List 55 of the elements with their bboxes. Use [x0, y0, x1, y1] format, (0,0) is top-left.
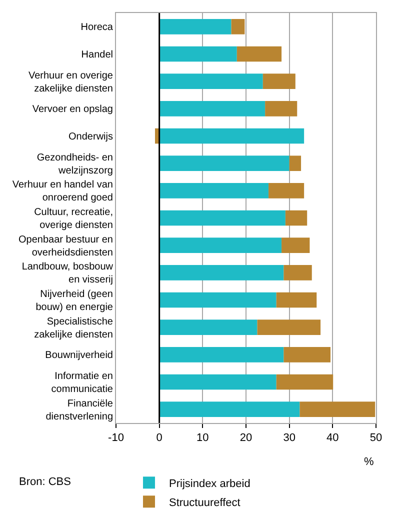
bar [268, 183, 304, 198]
bar [159, 46, 237, 62]
y-tick-label: Nijverheid (geen bouw) en energie [36, 289, 114, 313]
bar [159, 156, 290, 171]
y-tick-label: Gezondheids- en welzijnszorg [36, 152, 113, 176]
y-tick-label: Handel [81, 50, 113, 60]
bar [159, 128, 304, 144]
y-tick-label: Vervoer en opslag [32, 104, 113, 116]
bar [159, 265, 284, 280]
bar [159, 374, 276, 390]
bar [159, 210, 286, 226]
x-tick-label: 0 [156, 432, 162, 444]
bar [159, 101, 266, 116]
bar [284, 347, 330, 362]
bar [159, 74, 263, 89]
bar [284, 265, 312, 280]
bar [289, 156, 302, 171]
bar [159, 402, 300, 417]
bar [257, 320, 321, 335]
bar [159, 347, 284, 362]
x-axis-title: % [364, 456, 374, 468]
legend-label: Structuureffect [169, 496, 240, 509]
x-tick-label: 10 [196, 432, 209, 444]
bar [159, 19, 232, 34]
x-tick-label: 20 [240, 432, 252, 444]
legend-label: Prijsindex arbeid [169, 478, 250, 490]
y-tick-label: Informatie en communicatie [51, 371, 114, 395]
bar [282, 238, 310, 253]
y-tick-label: Verhuur en handel van onroerend goed [12, 180, 113, 204]
y-tick-label: Openbaar bestuur en overheidsdiensten [18, 234, 113, 258]
bar [262, 74, 296, 89]
y-tick-label: Horeca [80, 22, 114, 34]
x-tick-label: 30 [283, 432, 296, 444]
y-tick-label: Specialistische zakelijke diensten [34, 316, 114, 340]
y-tick-label: Onderwijs [68, 132, 113, 142]
bar [300, 402, 376, 417]
y-tick-label: Cultuur, recreatie, overige diensten [34, 207, 113, 231]
x-tick-label: 50 [370, 432, 382, 444]
bar [231, 19, 245, 34]
x-tick-label: -10 [108, 432, 124, 444]
x-tick-label: 40 [326, 432, 339, 444]
y-tick-label: Bouwnijverheid [45, 350, 113, 362]
bar [159, 183, 269, 198]
text: Bron: CBS [19, 476, 71, 488]
bar [159, 238, 282, 253]
y-tick-label: Financiële dienstverlening [46, 398, 114, 422]
bar [276, 374, 334, 390]
bar [159, 292, 276, 308]
y-tick-label: Landbouw, bosbouw en visserij [22, 262, 114, 286]
bar [236, 46, 282, 62]
bar [276, 292, 317, 308]
bar [159, 320, 258, 335]
bar [265, 101, 298, 116]
y-tick-label: Verhuur en overige zakelijke diensten [28, 70, 114, 94]
bar [285, 210, 308, 226]
